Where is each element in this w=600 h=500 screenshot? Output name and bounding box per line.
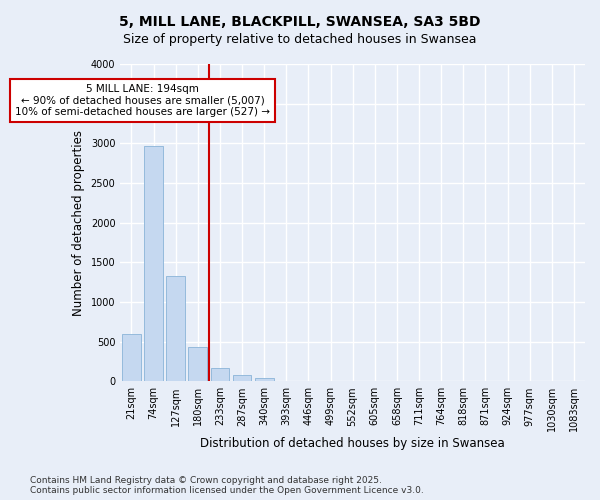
Bar bbox=[188, 347, 207, 382]
X-axis label: Distribution of detached houses by size in Swansea: Distribution of detached houses by size … bbox=[200, 437, 505, 450]
Text: Size of property relative to detached houses in Swansea: Size of property relative to detached ho… bbox=[123, 32, 477, 46]
Text: 5, MILL LANE, BLACKPILL, SWANSEA, SA3 5BD: 5, MILL LANE, BLACKPILL, SWANSEA, SA3 5B… bbox=[119, 15, 481, 29]
Y-axis label: Number of detached properties: Number of detached properties bbox=[72, 130, 85, 316]
Bar bbox=[255, 378, 274, 382]
Bar bbox=[233, 375, 251, 382]
Text: 5 MILL LANE: 194sqm
← 90% of detached houses are smaller (5,007)
10% of semi-det: 5 MILL LANE: 194sqm ← 90% of detached ho… bbox=[15, 84, 270, 117]
Bar bbox=[144, 146, 163, 382]
Bar bbox=[166, 276, 185, 382]
Text: Contains HM Land Registry data © Crown copyright and database right 2025.
Contai: Contains HM Land Registry data © Crown c… bbox=[30, 476, 424, 495]
Bar bbox=[122, 334, 141, 382]
Bar bbox=[211, 368, 229, 382]
